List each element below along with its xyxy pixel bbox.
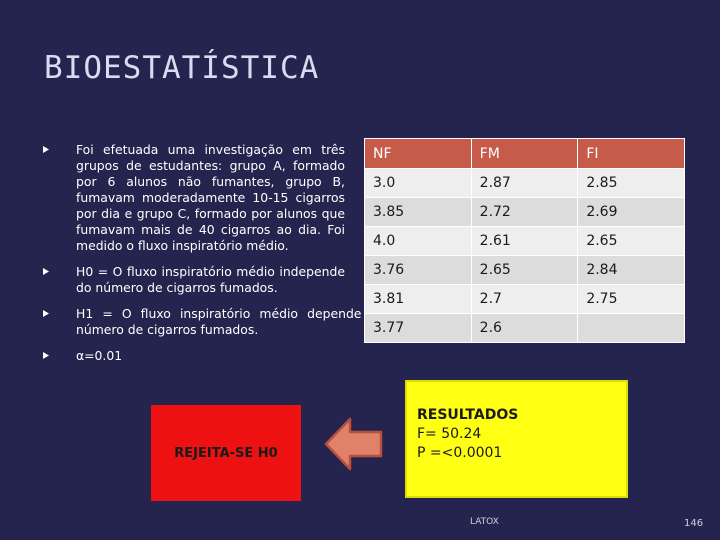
table-cell: 3.0 (364, 168, 472, 198)
table-cell: 2.7 (470, 284, 579, 314)
table-cell: 3.81 (364, 284, 472, 314)
table-cell: 2.85 (577, 168, 685, 198)
table-cell: 3.76 (364, 255, 472, 285)
table-cell: 2.65 (577, 226, 685, 256)
table-row: 3.0 2.87 2.85 (364, 168, 685, 198)
table-cell: 2.75 (577, 284, 685, 314)
bullet-text: H0 = O fluxo inspiratório médio independ… (76, 264, 345, 295)
footer-text: LATOX (470, 517, 499, 527)
left-arrow-icon (324, 417, 383, 471)
p-value: P =<0.0001 (417, 445, 503, 461)
table-cell: 2.87 (470, 168, 579, 198)
table-header-cell: NF (364, 138, 472, 169)
table-cell: 2.84 (577, 255, 685, 285)
table-header-row: NF FM FI (364, 138, 685, 169)
table-cell: 2.65 (470, 255, 579, 285)
table-cell: 4.0 (364, 226, 472, 256)
table-row: 3.76 2.65 2.84 (364, 255, 685, 285)
table-cell (577, 313, 685, 343)
page-number: 146 (684, 518, 704, 529)
results-heading: RESULTADOS (417, 407, 519, 423)
table-row: 3.77 2.6 (364, 313, 685, 343)
table-cell: 3.85 (364, 197, 472, 227)
bullet-list: Foi efetuada uma investigação em três gr… (40, 142, 386, 374)
bullet-triangle-icon (43, 352, 49, 359)
table-cell: 3.77 (364, 313, 472, 343)
bullet-triangle-icon (43, 310, 49, 317)
table-header-cell: FM (470, 138, 579, 169)
bullet-triangle-icon (43, 146, 49, 153)
table-row: 3.85 2.72 2.69 (364, 197, 685, 227)
bullet-text: α=0.01 (76, 348, 123, 363)
bullet-item: α=0.01 (40, 348, 345, 364)
table-header-cell: FI (577, 138, 685, 169)
table-cell: 2.72 (470, 197, 579, 227)
table-cell: 2.6 (470, 313, 579, 343)
results-box: RESULTADOS F= 50.24 P =<0.0001 (405, 380, 628, 498)
table-row: 4.0 2.61 2.65 (364, 226, 685, 256)
bullet-text: Foi efetuada uma investigação em três gr… (76, 142, 345, 253)
slide-title: BIOESTATÍSTICA (44, 50, 320, 86)
table-cell: 2.69 (577, 197, 685, 227)
reject-box: REJEITA-SE H0 (151, 405, 301, 501)
reject-label: REJEITA-SE H0 (174, 445, 278, 461)
bullet-item: H0 = O fluxo inspiratório médio independ… (40, 264, 345, 296)
table-cell: 2.61 (470, 226, 579, 256)
bullet-triangle-icon (43, 268, 49, 275)
bullet-text: H1 = O fluxo inspiratório médio depende … (76, 306, 386, 337)
f-value: F= 50.24 (417, 426, 482, 442)
bullet-item: H1 = O fluxo inspiratório médio depende … (40, 306, 386, 338)
table-row: 3.81 2.7 2.75 (364, 284, 685, 314)
bullet-item: Foi efetuada uma investigação em três gr… (40, 142, 345, 254)
data-table: NF FM FI 3.0 2.87 2.85 3.85 2.72 2.69 4.… (364, 138, 685, 343)
